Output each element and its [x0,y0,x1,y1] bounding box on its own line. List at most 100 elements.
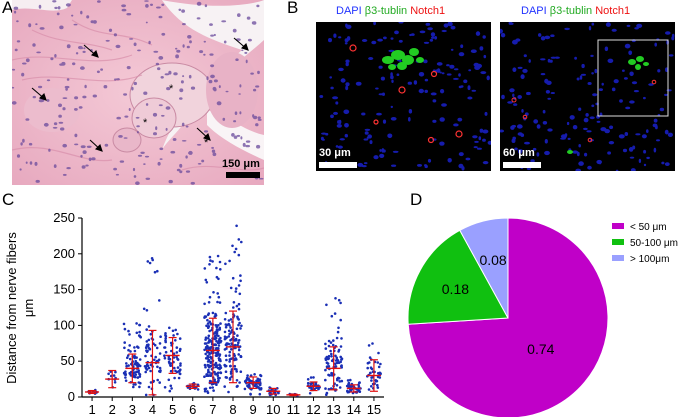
data-point [306,381,310,385]
data-point [153,343,157,347]
legend-left: DAPI β3-tublin Notch1 [336,5,445,17]
data-point [144,346,148,349]
data-point [231,276,235,280]
scale-bar-label-left: 30 μm [319,147,351,159]
data-point [237,284,241,287]
data-point [376,375,380,379]
data-point [179,364,182,367]
data-point [132,385,135,389]
data-point [235,304,239,308]
data-point [229,318,233,321]
data-point [217,353,221,356]
data-point [169,364,172,367]
data-point [229,364,232,368]
y-axis-unit: μm [21,299,36,317]
data-point [238,321,241,325]
data-point [218,337,221,341]
data-point [236,317,240,320]
data-point [138,358,142,361]
data-point [174,328,177,332]
data-point [178,349,182,352]
legend-swatch [612,239,624,245]
data-point [147,385,151,389]
data-point [377,371,380,375]
data-point [340,379,344,383]
data-point [167,357,171,361]
data-point [357,385,361,388]
data-point [337,298,341,302]
data-point [155,346,159,350]
x-tick-label: 9 [250,402,257,417]
series-points-4 [142,257,162,397]
data-point [371,342,374,345]
data-point [326,362,330,365]
data-point [147,325,151,328]
data-point [233,338,236,342]
data-point [171,329,175,333]
data-point [136,345,139,348]
data-point [158,299,161,302]
data-point [216,254,220,258]
data-point [138,373,142,376]
data-point [210,340,213,344]
data-point [225,336,229,339]
data-point [149,363,153,367]
data-point [127,364,130,367]
data-point [233,354,236,358]
data-point [346,389,349,393]
pie-slice-label: 0.74 [527,341,554,357]
series-points-5 [163,326,182,393]
data-point [207,301,211,304]
data-point [243,387,247,391]
data-point [148,347,152,351]
data-point [122,322,126,326]
data-point [216,374,220,378]
data-point [136,376,140,379]
x-tick-label: 14 [347,402,361,417]
data-point [207,325,211,328]
data-point [204,346,208,349]
data-point [138,330,141,334]
y-tick-label: 200 [53,246,75,261]
legend-label: < 50 μm [630,222,667,233]
data-point [218,358,222,361]
data-point [146,260,150,263]
legend-label: 50-100 μm [630,238,678,249]
data-point [208,386,212,390]
data-point [309,383,313,386]
data-point [346,379,350,382]
data-point [334,365,338,368]
data-point [196,388,200,391]
panel-letter-d: D [410,190,423,209]
data-point [204,315,208,318]
data-point [167,360,171,364]
data-point [215,383,218,386]
data-point [206,318,209,322]
data-point [239,370,243,373]
legend-dapi: DAPI [521,5,547,17]
data-point [229,286,233,290]
data-point [164,350,168,354]
data-point [138,323,142,327]
data-point [335,336,339,340]
data-point [123,327,127,331]
x-tick-label: 10 [266,402,280,417]
data-point [337,326,340,330]
x-tick-label: 6 [189,402,196,417]
data-point [129,374,133,377]
data-point [216,292,219,295]
data-point [126,356,129,359]
data-point [324,387,327,390]
data-point [211,260,214,263]
data-point [257,378,261,381]
data-point [253,373,256,376]
data-point [145,340,149,343]
data-point [228,332,231,336]
data-point [123,341,126,344]
data-point [218,260,222,264]
y-axis-label: Distance from nerve fibers [4,232,19,384]
data-point [204,336,208,339]
data-point [173,376,176,380]
data-point [147,366,151,370]
data-point [206,322,210,325]
